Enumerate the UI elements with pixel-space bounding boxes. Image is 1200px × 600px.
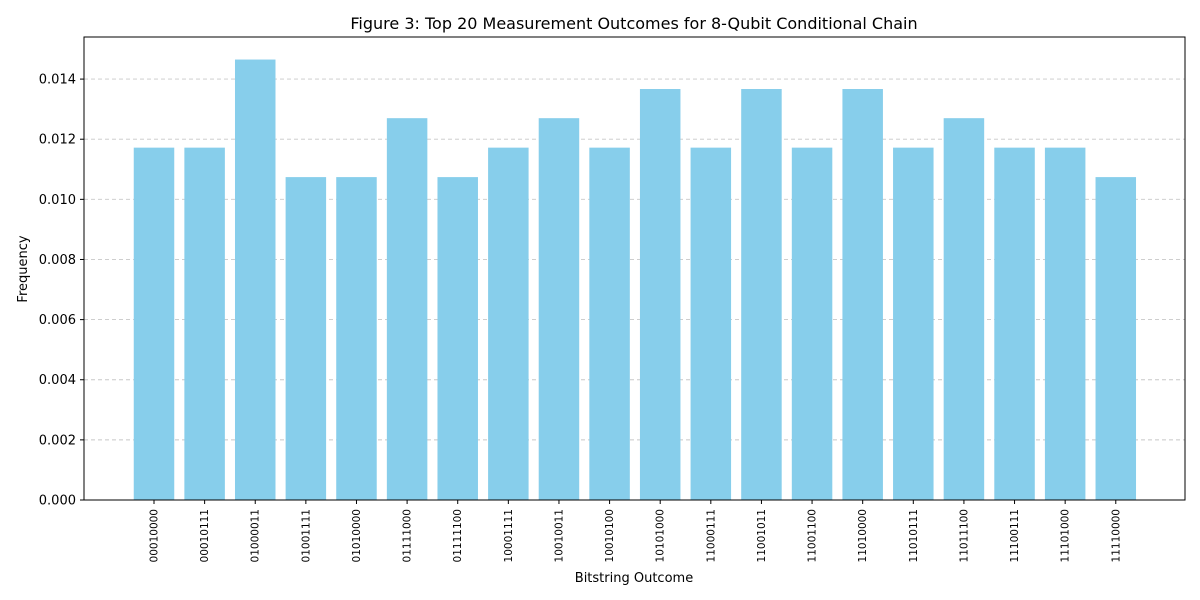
x-tick-label: 11101000 bbox=[1060, 509, 1072, 562]
x-tick-label: 11100111 bbox=[1009, 509, 1021, 562]
bar bbox=[741, 89, 782, 501]
chart-title: Figure 3: Top 20 Measurement Outcomes fo… bbox=[350, 14, 917, 33]
y-ticks: 0.000 0.002 0.004 0.006 0.008 0.010 0.012 0.014 bbox=[39, 73, 84, 509]
y-tick-label: 0.010 bbox=[39, 193, 76, 208]
y-tick-label: 0.006 bbox=[39, 313, 76, 328]
bar bbox=[639, 89, 681, 501]
x-tick-label: 01111100 bbox=[452, 509, 464, 562]
x-tick-label: 11011100 bbox=[958, 509, 970, 562]
y-tick-label: 0.000 bbox=[39, 494, 76, 509]
bar bbox=[184, 147, 225, 500]
x-tick-label: 11110000 bbox=[1110, 509, 1122, 562]
x-tick-label: 01001111 bbox=[300, 509, 312, 562]
x-tick-label: 11010000 bbox=[857, 509, 869, 562]
bar bbox=[893, 147, 934, 500]
x-tick-label: 10010011 bbox=[553, 509, 565, 562]
bars bbox=[133, 59, 1137, 501]
bar bbox=[1095, 177, 1137, 500]
x-tick-label: 11010111 bbox=[908, 509, 920, 562]
x-tick-label: 11001011 bbox=[756, 509, 768, 562]
bar bbox=[285, 177, 327, 500]
x-tick-label: 01000011 bbox=[250, 509, 262, 562]
y-tick-label: 0.002 bbox=[39, 433, 76, 448]
bar bbox=[589, 147, 630, 500]
x-tick-label: 11001100 bbox=[807, 509, 819, 562]
x-tick-label: 10001111 bbox=[503, 509, 515, 562]
bar bbox=[133, 147, 175, 500]
y-tick-label: 0.008 bbox=[39, 253, 76, 268]
bar bbox=[234, 59, 276, 500]
bar bbox=[538, 118, 580, 500]
y-axis-title: Frequency bbox=[16, 235, 31, 302]
axes bbox=[83, 36, 1186, 501]
x-tick-label: 10101000 bbox=[655, 509, 667, 562]
bar bbox=[943, 118, 985, 500]
bar bbox=[386, 118, 428, 500]
x-tick-label: 01010000 bbox=[351, 509, 363, 562]
x-tick-label: 00010000 bbox=[149, 509, 161, 562]
bar bbox=[791, 147, 833, 500]
bar bbox=[488, 147, 529, 500]
x-axis-title: Bitstring Outcome bbox=[575, 571, 693, 586]
bar bbox=[336, 177, 377, 500]
y-tick-label: 0.014 bbox=[39, 73, 76, 88]
x-tick-label: 01111000 bbox=[402, 509, 414, 562]
x-tick-label: 11000111 bbox=[705, 509, 717, 562]
x-ticks: 00010000 00010111 01000011 01001111 01010000… bbox=[149, 500, 1122, 562]
y-tick-label: 0.004 bbox=[39, 373, 76, 388]
bar bbox=[994, 147, 1035, 500]
bar bbox=[1044, 147, 1086, 500]
bar bbox=[842, 89, 883, 501]
bar bbox=[690, 147, 732, 500]
x-tick-label: 00010111 bbox=[199, 509, 211, 562]
bar bbox=[437, 177, 478, 500]
x-tick-label: 10010100 bbox=[604, 509, 616, 562]
y-tick-label: 0.012 bbox=[39, 133, 76, 148]
plot-frame bbox=[83, 36, 1186, 501]
